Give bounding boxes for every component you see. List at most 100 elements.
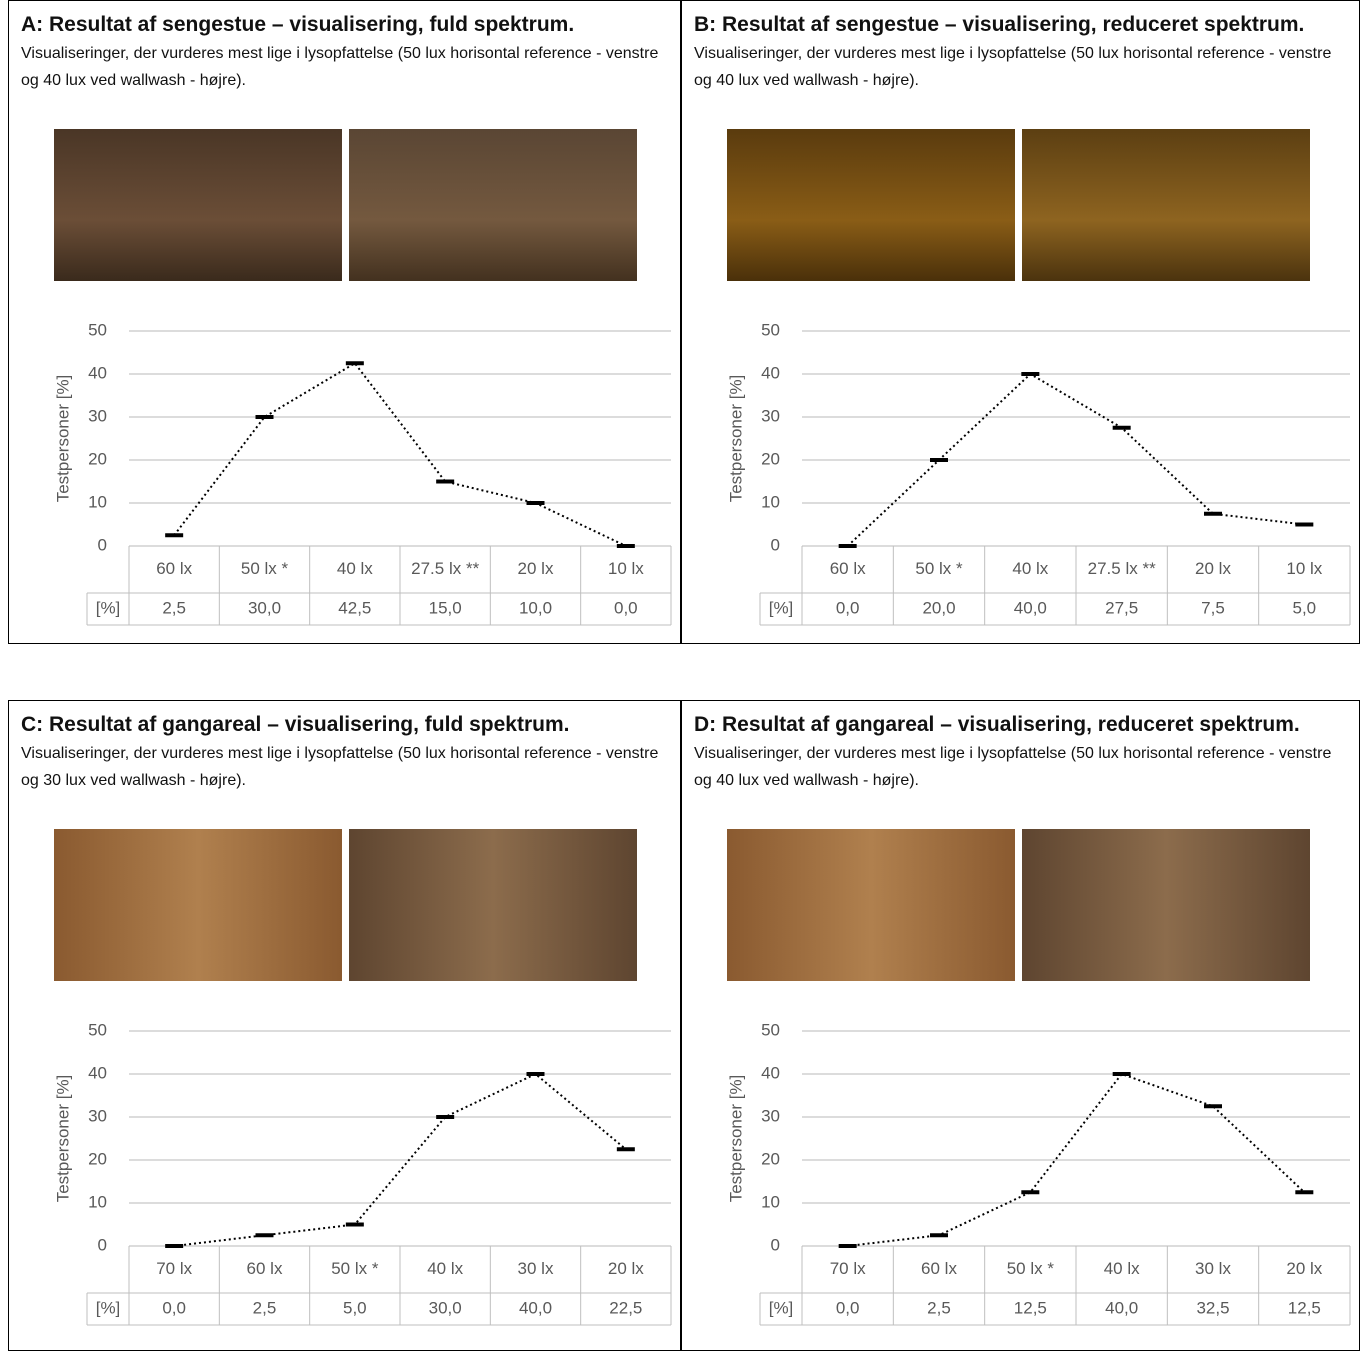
panel-description: Visualiseringer, der vurderes mest lige …	[21, 745, 659, 789]
x-tick-label: 30 lx	[1195, 1259, 1231, 1278]
panel-text: D: Resultat af gangareal – visualisering…	[694, 711, 1347, 794]
data-label: 2,5	[927, 1298, 951, 1317]
x-tick-label: 40 lx	[1012, 559, 1048, 578]
data-label: 5,0	[343, 1298, 367, 1317]
y-tick-label: 10	[88, 492, 107, 511]
visualization-image	[1022, 129, 1310, 281]
data-label: 32,5	[1196, 1298, 1229, 1317]
x-tick-label: 20 lx	[518, 559, 554, 578]
y-tick-label: 20	[88, 1149, 107, 1168]
chart: Testpersoner [%] 0 10 20 30 40 50 [%] 60 lx 0,0 50…	[726, 320, 1351, 626]
panel-description: Visualiseringer, der vurderes mest lige …	[694, 45, 1332, 89]
panel: A: Resultat af sengestue – visualisering…	[8, 0, 681, 644]
y-tick-label: 50	[88, 320, 107, 339]
panel-description: Visualiseringer, der vurderes mest lige …	[694, 745, 1332, 789]
y-tick-label: 50	[88, 1020, 107, 1039]
visualization-image	[349, 829, 637, 981]
y-axis-label: Testpersoner [%]	[726, 375, 745, 503]
x-tick-label: 60 lx	[247, 1259, 283, 1278]
data-label: 0,0	[162, 1298, 186, 1317]
y-tick-label: 0	[771, 1235, 780, 1254]
data-line	[174, 1072, 627, 1247]
x-tick-label: 50 lx *	[915, 559, 963, 578]
data-label: 40,0	[519, 1298, 552, 1317]
data-label: 0,0	[614, 598, 638, 617]
panel-title: A: Resultat af sengestue – visualisering…	[21, 13, 575, 36]
visualization-image	[727, 129, 1015, 281]
panel: B: Resultat af sengestue – visualisering…	[681, 0, 1360, 644]
chart: Testpersoner [%] 0 10 20 30 40 50 [%] 60 lx 2,5 50…	[53, 320, 672, 626]
y-axis-label: Testpersoner [%]	[53, 1075, 72, 1203]
data-label: 30,0	[248, 598, 281, 617]
y-tick-label: 20	[88, 449, 107, 468]
y-tick-label: 30	[761, 1106, 780, 1125]
table-row-label: [%]	[96, 598, 121, 617]
x-tick-label: 30 lx	[518, 1259, 554, 1278]
panel-title: C: Resultat af gangareal – visualisering…	[21, 713, 570, 736]
data-label: 7,5	[1201, 598, 1225, 617]
table-row-label: [%]	[96, 1298, 121, 1317]
data-label: 30,0	[429, 1298, 462, 1317]
table-row-label: [%]	[769, 1298, 794, 1317]
data-label: 12,5	[1288, 1298, 1321, 1317]
data-label: 2,5	[162, 598, 186, 617]
x-tick-label: 40 lx	[427, 1259, 463, 1278]
panel-text: A: Resultat af sengestue – visualisering…	[21, 11, 668, 94]
visualization-image	[54, 129, 342, 281]
data-label: 2,5	[253, 1298, 277, 1317]
y-tick-label: 0	[771, 535, 780, 554]
data-label: 40,0	[1105, 1298, 1138, 1317]
y-tick-label: 20	[761, 1149, 780, 1168]
x-tick-label: 60 lx	[921, 1259, 957, 1278]
data-label: 12,5	[1014, 1298, 1047, 1317]
chart: Testpersoner [%] 0 10 20 30 40 50 [%] 70 lx 0,0 60…	[53, 1020, 672, 1326]
panel: D: Resultat af gangareal – visualisering…	[681, 700, 1360, 1351]
data-label: 15,0	[429, 598, 462, 617]
y-tick-label: 40	[761, 1063, 780, 1082]
x-tick-label: 20 lx	[1195, 559, 1231, 578]
y-tick-label: 10	[761, 1192, 780, 1211]
y-tick-label: 40	[88, 363, 107, 382]
y-tick-label: 20	[761, 449, 780, 468]
data-label: 10,0	[519, 598, 552, 617]
visualization-image	[727, 829, 1015, 981]
data-label: 5,0	[1293, 598, 1317, 617]
chart: Testpersoner [%] 0 10 20 30 40 50 [%] 70 lx 0,0 60…	[726, 1020, 1351, 1326]
panel-description: Visualiseringer, der vurderes mest lige …	[21, 45, 659, 89]
data-label: 0,0	[836, 598, 860, 617]
x-tick-label: 50 lx *	[1007, 1259, 1055, 1278]
x-tick-label: 40 lx	[337, 559, 373, 578]
y-axis-label: Testpersoner [%]	[726, 1075, 745, 1203]
y-axis-label: Testpersoner [%]	[53, 375, 72, 503]
x-tick-label: 70 lx	[156, 1259, 192, 1278]
panel-title: B: Resultat af sengestue – visualisering…	[694, 13, 1305, 36]
data-label: 20,0	[922, 598, 955, 617]
x-tick-label: 50 lx *	[331, 1259, 379, 1278]
y-tick-label: 10	[761, 492, 780, 511]
panel-title: D: Resultat af gangareal – visualisering…	[694, 713, 1300, 736]
panel-text: B: Resultat af sengestue – visualisering…	[694, 11, 1347, 94]
x-tick-label: 40 lx	[1104, 1259, 1140, 1278]
y-tick-label: 40	[761, 363, 780, 382]
x-tick-label: 10 lx	[608, 559, 644, 578]
y-tick-label: 30	[88, 406, 107, 425]
data-label: 42,5	[338, 598, 371, 617]
x-tick-label: 20 lx	[1286, 1259, 1322, 1278]
y-tick-label: 0	[98, 535, 107, 554]
panel: C: Resultat af gangareal – visualisering…	[8, 700, 681, 1351]
data-label: 0,0	[836, 1298, 860, 1317]
x-tick-label: 60 lx	[830, 559, 866, 578]
x-tick-label: 20 lx	[608, 1259, 644, 1278]
x-tick-label: 70 lx	[830, 1259, 866, 1278]
y-tick-label: 0	[98, 1235, 107, 1254]
y-tick-label: 40	[88, 1063, 107, 1082]
y-tick-label: 30	[761, 406, 780, 425]
x-tick-label: 10 lx	[1286, 559, 1322, 578]
x-tick-label: 27.5 lx **	[1088, 559, 1156, 578]
visualization-image	[1022, 829, 1310, 981]
x-tick-label: 50 lx *	[241, 559, 289, 578]
x-tick-label: 27.5 lx **	[411, 559, 479, 578]
y-tick-label: 10	[88, 1192, 107, 1211]
table-row-label: [%]	[769, 598, 794, 617]
